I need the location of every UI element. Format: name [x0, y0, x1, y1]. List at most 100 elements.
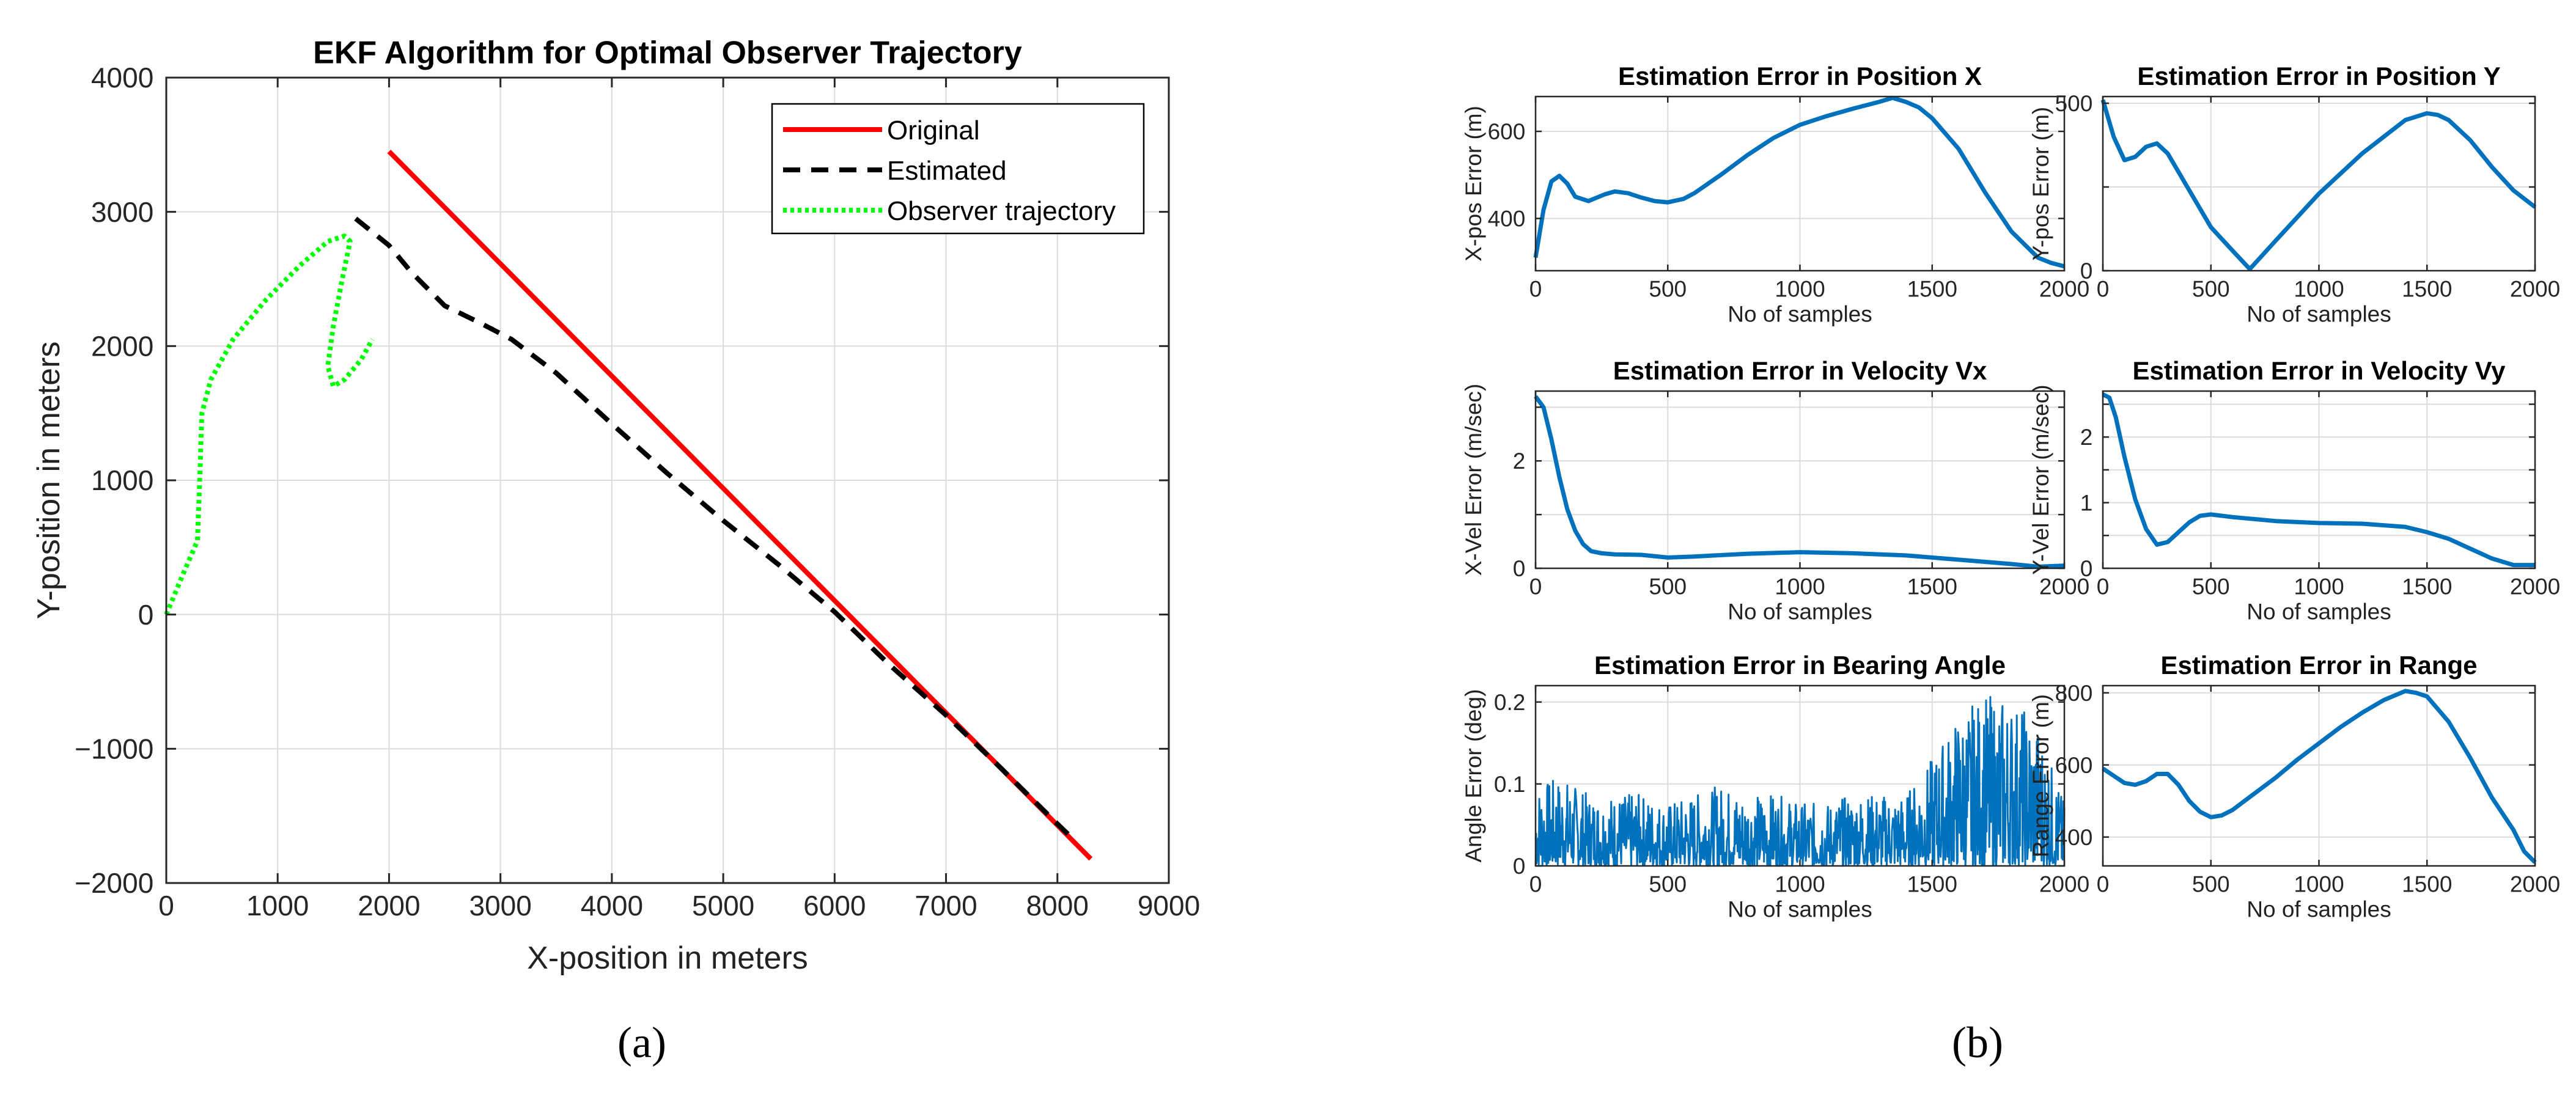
series-observer-trajectory — [164, 233, 375, 616]
y-tick-label: 400 — [1488, 206, 1526, 231]
series-error — [2102, 689, 2537, 864]
y-tick-label: 0 — [138, 599, 154, 631]
x-tick-label: 1000 — [1775, 872, 1825, 897]
x-tick-label: 500 — [1649, 277, 1687, 302]
x-tick-label: 1000 — [2294, 277, 2344, 302]
x-tick-label: 1500 — [1907, 277, 1957, 302]
legend-label: Observer trajectory — [887, 196, 1116, 226]
x-tick-label: 2000 — [2510, 574, 2560, 599]
x-tick-label: 1500 — [2402, 872, 2452, 897]
x-tick-label: 500 — [1649, 574, 1687, 599]
chart-title: Estimation Error in Bearing Angle — [1594, 651, 2006, 680]
chart-vel-x: 0 500 1000 1500 2000 0 2 Estimation Error in Ve… — [1461, 356, 2089, 624]
y-tick-label: 500 — [2055, 91, 2093, 116]
y-tick-label: 0 — [1513, 556, 1526, 581]
x-tick-label: 1000 — [246, 890, 309, 922]
chart-title: EKF Algorithm for Optimal Observer Traje… — [313, 35, 1022, 71]
panel-label-b: (b) — [1952, 1018, 2003, 1067]
x-tick-label: 0 — [1529, 574, 1542, 599]
y-axis-label: X-Vel Error (m/sec) — [1461, 384, 1486, 576]
y-tick-label: 0 — [1513, 854, 1526, 879]
chart-pos-x: 0 500 1000 1500 2000 400 600 Estimation Error i… — [1461, 62, 2089, 326]
chart-title: Estimation Error in Range — [2160, 651, 2477, 680]
x-tick-label: 1000 — [2294, 872, 2344, 897]
series-original — [387, 149, 1093, 861]
chart-title: Estimation Error in Velocity Vx — [1613, 356, 1987, 385]
x-tick-label: 2000 — [2039, 872, 2089, 897]
y-axis-label: Y-Vel Error (m/sec) — [2028, 384, 2053, 574]
y-tick-label: 600 — [1488, 119, 1526, 144]
x-tick-label: 1500 — [2402, 574, 2452, 599]
x-tick-label: 0 — [2097, 277, 2110, 302]
series-estimated — [354, 216, 1076, 842]
x-tick-label: 8000 — [1026, 890, 1089, 922]
chart-title: Estimation Error in Position Y — [2137, 62, 2500, 90]
y-tick-label: 2000 — [91, 330, 153, 362]
series-error — [1533, 95, 2065, 269]
y-tick-label: 1 — [2080, 491, 2093, 516]
chart-range: 0 500 1000 1500 2000 400 600 800 Estimation Erro… — [2028, 651, 2560, 922]
x-tick-label: 0 — [1529, 872, 1542, 897]
series-error_envelope — [1534, 696, 2066, 867]
chart-title: Estimation Error in Velocity Vy — [2133, 356, 2506, 385]
y-tick-label: 800 — [2055, 681, 2093, 706]
x-tick-label: 500 — [1649, 872, 1687, 897]
legend-label: Original — [887, 115, 980, 145]
x-tick-label: 1500 — [2402, 277, 2452, 302]
x-tick-label: 1000 — [1775, 574, 1825, 599]
series-error — [1534, 395, 2065, 569]
y-tick-label: 0 — [2080, 258, 2093, 284]
series-error — [2100, 99, 2537, 271]
x-tick-label: 0 — [2097, 872, 2110, 897]
chart-ekf-trajectory: 0 1000 2000 3000 4000 5000 6000 7000 8000 9000 −20… — [31, 35, 1200, 976]
x-tick-label: 2000 — [2510, 277, 2560, 302]
x-axis-label: No of samples — [2247, 896, 2391, 922]
y-tick-label: 2 — [2080, 425, 2093, 450]
x-axis-label: No of samples — [2247, 599, 2391, 624]
x-tick-label: 1000 — [1775, 277, 1825, 302]
x-tick-label: 1500 — [1907, 872, 1957, 897]
chart-title: Estimation Error in Position X — [1618, 62, 1982, 90]
y-tick-label: 0 — [2080, 556, 2093, 581]
y-axis-label: X-pos Error (m) — [1461, 106, 1486, 262]
y-tick-label: 400 — [2055, 825, 2093, 850]
panel-label-a: (a) — [617, 1018, 666, 1067]
x-tick-label: 500 — [2192, 872, 2230, 897]
x-tick-label: 2000 — [358, 890, 420, 922]
legend-box — [771, 103, 1145, 235]
y-tick-label: 0.2 — [1494, 690, 1525, 715]
y-tick-label: −1000 — [75, 733, 153, 764]
y-axis-label: Range Error (m) — [2028, 694, 2053, 857]
y-tick-label: 2 — [1513, 449, 1526, 474]
chart-bearing: 0 500 1000 1500 2000 0 0.1 0.2 Estimation Error … — [1461, 651, 2089, 922]
x-axis-label: No of samples — [2247, 301, 2391, 326]
x-tick-label: 2000 — [2510, 872, 2560, 897]
x-tick-label: 0 — [1529, 277, 1542, 302]
y-axis-label: Y-pos Error (m) — [2028, 107, 2053, 261]
x-tick-label: 4000 — [581, 890, 643, 922]
x-axis-label: X-position in meters — [527, 940, 808, 976]
x-tick-label: 5000 — [692, 890, 754, 922]
y-axis-label: Angle Error (deg) — [1461, 689, 1486, 863]
y-axis-label: Y-position in meters — [31, 342, 67, 620]
x-tick-label: 6000 — [803, 890, 866, 922]
x-tick-label: 0 — [158, 890, 174, 922]
y-tick-label: 1000 — [91, 464, 153, 496]
x-tick-label: 0 — [2097, 574, 2110, 599]
legend-label: Estimated — [887, 156, 1007, 186]
x-tick-label: 9000 — [1138, 890, 1200, 922]
x-axis-label: No of samples — [1728, 599, 1872, 624]
legend: Original Estimated Observer trajectory — [771, 103, 1145, 235]
y-tick-label: 4000 — [91, 62, 153, 93]
y-tick-label: −2000 — [75, 867, 153, 899]
x-tick-label: 2000 — [2039, 277, 2089, 302]
y-tick-label: 3000 — [91, 196, 153, 228]
x-tick-label: 2000 — [2039, 574, 2089, 599]
series-error — [2102, 392, 2535, 568]
x-tick-label: 500 — [2192, 277, 2230, 302]
y-tick-label: 0.1 — [1494, 772, 1525, 797]
x-tick-label: 3000 — [469, 890, 531, 922]
